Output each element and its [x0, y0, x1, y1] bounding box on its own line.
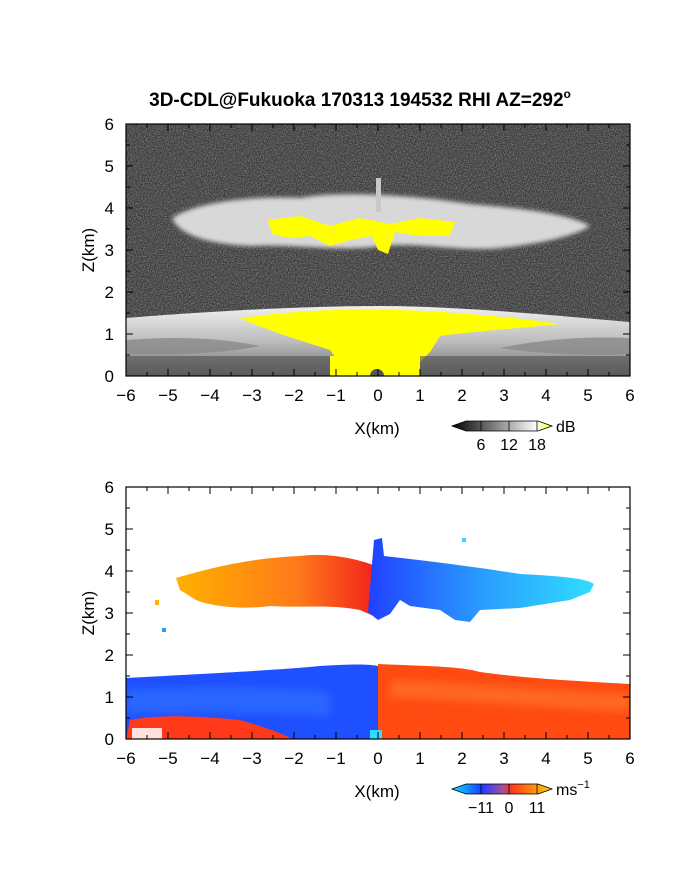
colorbar-tick-label: 0 [505, 800, 514, 817]
colorbar-tick-label: 6 [477, 437, 486, 454]
colorbar-tick-label: −11 [468, 800, 494, 817]
x-tick-label: 5 [583, 749, 592, 768]
panel-velocity: −6 −5 −4 −3 −2 −1 0 1 2 3 4 5 6 0 1 2 3 4 5 6 X(km) Z(km) −… [79, 478, 635, 817]
y-tick-label: 0 [105, 730, 114, 749]
x-tick-label: −4 [200, 386, 219, 405]
colorbar-tick-label: 18 [528, 437, 546, 454]
panel2-axes: −6 −5 −4 −3 −2 −1 0 1 2 3 4 5 6 0 1 2 3 4 5 6 [105, 478, 635, 768]
radar-site-echo [370, 369, 384, 376]
x-tick-label: −3 [242, 386, 261, 405]
y-tick-label: 2 [105, 646, 114, 665]
y-tick-label: 1 [105, 688, 114, 707]
x-tick-label: −6 [116, 749, 135, 768]
panel2-ylabel: Z(km) [79, 591, 98, 635]
cloud-high-echo [268, 216, 455, 254]
y-tick-label: 0 [105, 367, 114, 386]
x-tick-label: 6 [625, 386, 634, 405]
colorbar-tick-label: 11 [529, 800, 546, 817]
x-tick-label: −2 [284, 386, 303, 405]
velocity-field [126, 487, 630, 739]
x-tick-label: 4 [541, 386, 550, 405]
x-tick-label: 3 [499, 386, 508, 405]
y-tick-label: 3 [105, 241, 114, 260]
panel2-colorbar: −11 0 11 ms−1 [450, 779, 590, 817]
cloud-spike-echo [376, 178, 381, 212]
x-tick-label: 1 [415, 386, 424, 405]
x-tick-label: −1 [326, 749, 345, 768]
cloud-layer-toward [176, 554, 378, 618]
x-tick-label: −3 [242, 749, 261, 768]
cloud-layer-echo [172, 194, 590, 249]
y-tick-label: 5 [105, 520, 114, 539]
x-tick-label: 5 [583, 386, 592, 405]
reflectivity-field [126, 124, 630, 376]
panel2-xlabel: X(km) [354, 782, 399, 801]
x-tick-label: 6 [625, 749, 634, 768]
cloud-layer-away [368, 538, 594, 622]
figure-title: 3D-CDL@Fukuoka 170313 194532 RHI AZ=292o [149, 87, 571, 111]
boundary-layer-strong-echo [240, 309, 560, 372]
y-tick-label: 4 [105, 562, 114, 581]
y-tick-label: 4 [105, 199, 114, 218]
x-tick-label: −6 [116, 386, 135, 405]
x-tick-label: 2 [457, 749, 466, 768]
x-tick-label: 3 [499, 749, 508, 768]
x-tick-label: −1 [326, 386, 345, 405]
y-tick-label: 3 [105, 604, 114, 623]
x-tick-label: 2 [457, 386, 466, 405]
panel1-xlabel: X(km) [354, 419, 399, 438]
colorbar-tick-label: 12 [500, 437, 518, 454]
x-tick-label: 0 [373, 386, 382, 405]
x-tick-label: 1 [415, 749, 424, 768]
y-tick-label: 1 [105, 325, 114, 344]
x-tick-label: −4 [200, 749, 219, 768]
x-tick-label: −2 [284, 749, 303, 768]
y-tick-label: 6 [105, 478, 114, 497]
panel1-axes: −6 −5 −4 −3 −2 −1 0 1 2 3 4 5 6 0 1 2 3 4 5 6 [105, 115, 635, 405]
y-tick-label: 2 [105, 283, 114, 302]
x-tick-label: 4 [541, 749, 550, 768]
panel1-ylabel: Z(km) [79, 228, 98, 272]
x-tick-label: 0 [373, 749, 382, 768]
panel1-colorbar: 6 12 18 dB [450, 419, 576, 454]
x-tick-label: −5 [158, 749, 177, 768]
colorbar1-unit: dB [556, 419, 576, 436]
colorbar2-unit: ms−1 [556, 779, 590, 799]
x-tick-label: −5 [158, 386, 177, 405]
y-tick-label: 5 [105, 157, 114, 176]
y-tick-label: 6 [105, 115, 114, 134]
